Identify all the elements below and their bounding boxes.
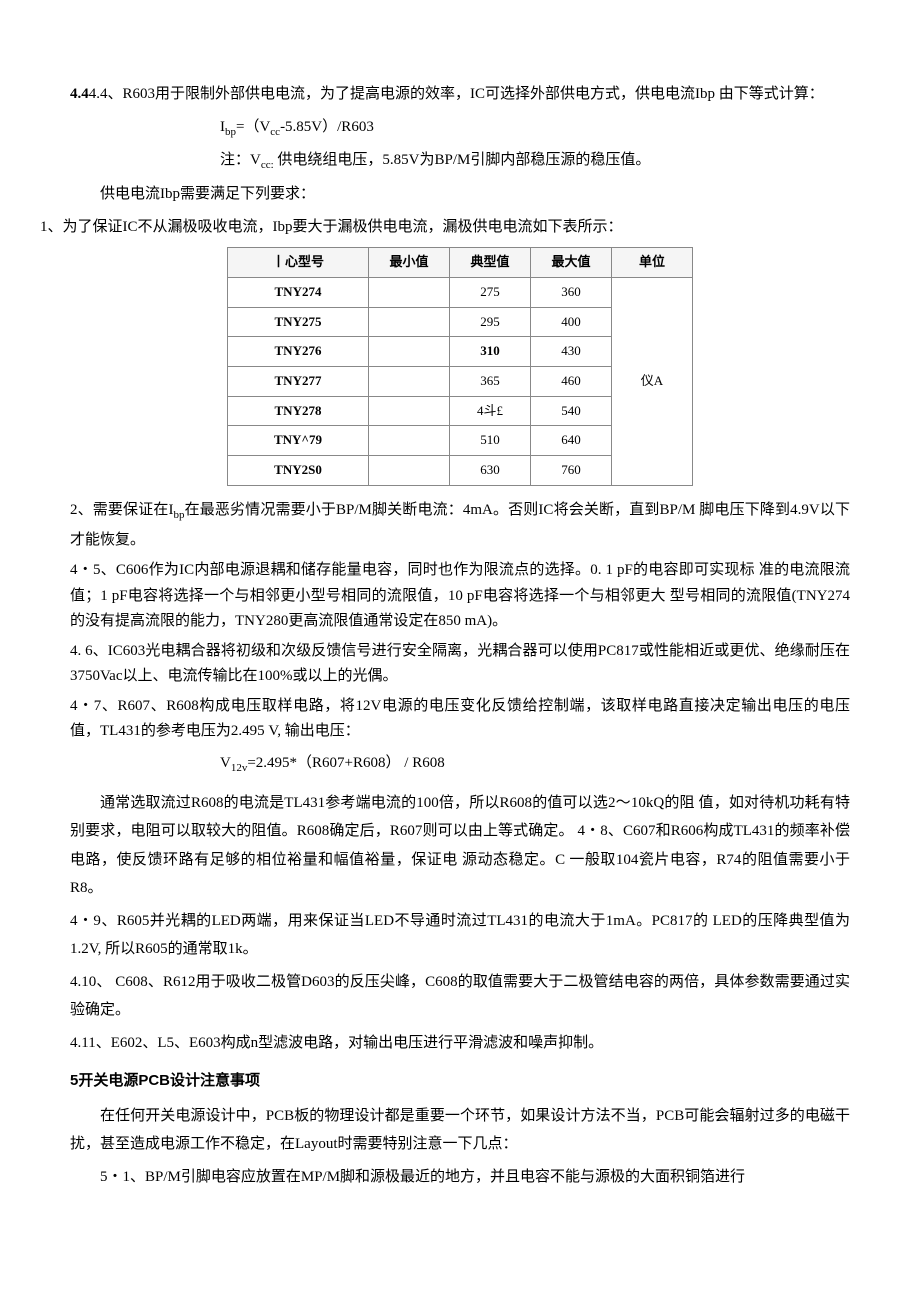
table-header-row: 丨心型号 最小值 典型值 最大值 单位	[228, 248, 693, 278]
th-min: 最小值	[369, 248, 450, 278]
para-item-1: 1、为了保证IC不从漏极吸收电流，Ibp要大于漏极供电电流，漏极供电电流如下表所…	[40, 213, 850, 242]
para-4-7: 4・7、R607、R608构成电压取样电路，将12V电源的电压变化反馈给控制端，…	[70, 694, 850, 745]
section-5-heading: 5开关电源PCB设计注意事项	[70, 1067, 850, 1096]
para-r608: 通常选取流过R608的电流是TL431参考端电流的100倍，所以R608的值可以…	[70, 789, 850, 903]
formula-v12v: V12v=2.495*（R607+R608） / R608	[220, 749, 850, 779]
para-pcb-intro: 在任何开关电源设计中，PCB板的物理设计都是重要一个环节，如果设计方法不当，PC…	[70, 1102, 850, 1159]
para-4-9: 4・9、R605并光耦的LED两端，用来保证当LED不导通时流过TL431的电流…	[70, 907, 850, 964]
unit-cell: 仪A	[612, 277, 693, 485]
formula-ibp: Ibp=（Vcc-5.85V）/R603	[220, 113, 850, 143]
para-4-5: 4・5、C606作为IC内部电源退耦和储存能量电容，同时也作为限流点的选择。0.…	[70, 558, 850, 635]
table-row: TNY274 275 360 仪A	[228, 277, 693, 307]
note-vcc: 注：Vcc: 供电绕组电压，5.85V为BP/M引脚内部稳压源的稳压值。	[220, 146, 850, 176]
th-unit: 单位	[612, 248, 693, 278]
para-4-11: 4.11、E602、L5、E603构成n型滤波电路，对输出电压进行平滑滤波和噪声…	[70, 1029, 850, 1058]
para-4-6: 4. 6、IC603光电耦合器将初级和次级反馈信号进行安全隔离，光耦合器可以使用…	[70, 639, 850, 690]
para-4-4: 4.44.4、R603用于限制外部供电电流，为了提高电源的效率，IC可选择外部供…	[70, 80, 850, 109]
drain-current-table: 丨心型号 最小值 典型值 最大值 单位 TNY274 275 360 仪A TN…	[227, 247, 693, 486]
th-typ: 典型值	[450, 248, 531, 278]
para-4-10: 4.10、 C608、R612用于吸收二极管D603的反压尖峰，C608的取值需…	[70, 968, 850, 1025]
th-max: 最大值	[531, 248, 612, 278]
para-5-1: 5・1、BP/M引脚电容应放置在MP/M脚和源极最近的地方，并且电容不能与源极的…	[70, 1163, 850, 1192]
th-model: 丨心型号	[228, 248, 369, 278]
para-ibp-req: 供电电流Ibp需要满足下列要求：	[100, 180, 850, 209]
para-item-2: 2、需要保证在Ibp在最恶劣情况需要小于BP/M脚关断电流：4mA。否则IC将会…	[70, 496, 850, 554]
